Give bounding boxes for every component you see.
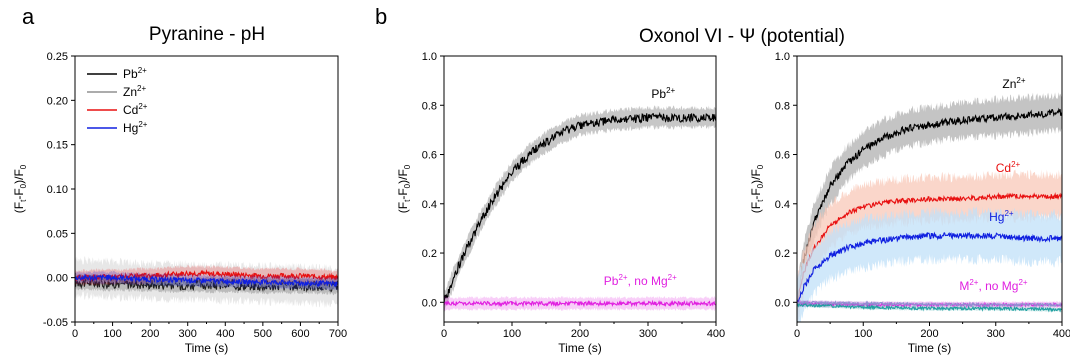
annotation-1: Cd2+ bbox=[996, 160, 1021, 175]
x-tick-label: 500 bbox=[254, 328, 272, 340]
y-tick-label: 0.8 bbox=[422, 100, 437, 112]
y-tick-label: 0.8 bbox=[775, 100, 790, 112]
series-line-1 bbox=[444, 299, 716, 308]
chart-b2-oxonol-metals: 0 100 200 300 400 0.0 0.2 0.4 0.6 0.8 1.0 Time (s) (… bbox=[749, 51, 1070, 355]
x-tick-label: 0 bbox=[794, 328, 800, 340]
y-tick-label: 0.6 bbox=[422, 150, 437, 162]
legend-label: Pb2+ bbox=[123, 66, 147, 81]
panel-b-title: Oxonol VI - Ψ (potential) bbox=[639, 26, 845, 47]
annotation-0: Pb2+ bbox=[651, 86, 675, 101]
panel-b-letter: b bbox=[375, 4, 387, 29]
annotation-2: Hg2+ bbox=[989, 209, 1014, 224]
y-tick-label: 0.6 bbox=[775, 150, 790, 162]
chart-a-pyranine: 0 100 200 300 400 500 600 700 -0.05 0.00 0.05 0.10 0… bbox=[12, 51, 347, 355]
x-tick-label: 100 bbox=[854, 328, 872, 340]
x-tick-label: 200 bbox=[571, 328, 589, 340]
x-tick-label: 400 bbox=[216, 328, 234, 340]
x-axis-label: Time (s) bbox=[185, 341, 229, 355]
chart-b1-oxonol-pb: 0 100 200 300 400 0.0 0.2 0.4 0.6 0.8 1.0 Time (s) (… bbox=[396, 51, 725, 355]
panel-a-letter: a bbox=[22, 4, 35, 29]
series-line-2 bbox=[797, 231, 1062, 305]
x-tick-label: 400 bbox=[1053, 328, 1070, 340]
y-tick-label: 0.2 bbox=[422, 248, 437, 260]
y-tick-label: 1.0 bbox=[422, 51, 437, 63]
x-tick-label: 400 bbox=[707, 328, 725, 340]
y-tick-label: 0.10 bbox=[47, 184, 68, 196]
x-tick-label: 100 bbox=[103, 328, 121, 340]
series-line-2 bbox=[75, 269, 338, 282]
series-band-2 bbox=[797, 206, 1062, 322]
series-band-0 bbox=[444, 105, 716, 315]
legend-label: Cd2+ bbox=[123, 102, 148, 117]
panel-a-title: Pyranine - pH bbox=[149, 24, 265, 45]
plot-area bbox=[75, 255, 338, 309]
x-tick-label: 0 bbox=[72, 328, 78, 340]
y-tick-label: -0.05 bbox=[43, 317, 68, 329]
y-tick-label: 1.0 bbox=[775, 51, 790, 63]
x-tick-label: 300 bbox=[179, 328, 197, 340]
plot-frame bbox=[443, 55, 717, 323]
y-axis-label: (Ft-F0)/F0 bbox=[396, 164, 412, 213]
series-line-3 bbox=[75, 273, 338, 288]
y-axis-label: (Ft-F0)/F0 bbox=[12, 164, 28, 213]
x-tick-label: 600 bbox=[291, 328, 309, 340]
y-axis-label: (Ft-F0)/F0 bbox=[749, 164, 765, 213]
y-tick-label: 0.05 bbox=[47, 228, 68, 240]
y-tick-label: 0.4 bbox=[422, 199, 437, 211]
x-tick-label: 300 bbox=[639, 328, 657, 340]
x-axis-label: Time (s) bbox=[908, 341, 952, 355]
y-tick-label: 0.25 bbox=[47, 51, 68, 63]
x-tick-label: 300 bbox=[987, 328, 1005, 340]
y-tick-label: 0.2 bbox=[775, 248, 790, 260]
x-tick-label: 200 bbox=[141, 328, 159, 340]
series-line-4 bbox=[797, 302, 1062, 313]
y-tick-label: 0.00 bbox=[47, 273, 68, 285]
x-tick-label: 200 bbox=[920, 328, 938, 340]
series-line-0 bbox=[797, 107, 1062, 300]
annotation-0: Zn2+ bbox=[1002, 76, 1025, 91]
legend-label: Hg2+ bbox=[123, 120, 148, 135]
y-tick-label: 0.4 bbox=[775, 199, 790, 211]
y-tick-label: 0.0 bbox=[422, 297, 437, 309]
x-tick-label: 700 bbox=[329, 328, 347, 340]
annotation-3: M2+, no Mg2+ bbox=[959, 278, 1028, 293]
plot-area bbox=[797, 92, 1062, 322]
y-tick-label: 0.20 bbox=[47, 95, 68, 107]
series-line-5 bbox=[797, 300, 1062, 308]
x-tick-label: 100 bbox=[503, 328, 521, 340]
annotation-1: Pb2+, no Mg2+ bbox=[604, 273, 677, 288]
series-line-1 bbox=[797, 192, 1062, 304]
legend: Pb2+ Zn2+ Cd2+ Hg2+ bbox=[87, 66, 148, 135]
series-line-0 bbox=[444, 111, 716, 304]
plot-area bbox=[444, 105, 716, 315]
y-tick-label: 0.0 bbox=[775, 297, 790, 309]
series-line-0 bbox=[75, 276, 338, 293]
y-tick-label: 0.15 bbox=[47, 140, 68, 152]
x-axis-label: Time (s) bbox=[558, 341, 602, 355]
x-tick-label: 0 bbox=[441, 328, 447, 340]
legend-label: Zn2+ bbox=[123, 84, 146, 99]
